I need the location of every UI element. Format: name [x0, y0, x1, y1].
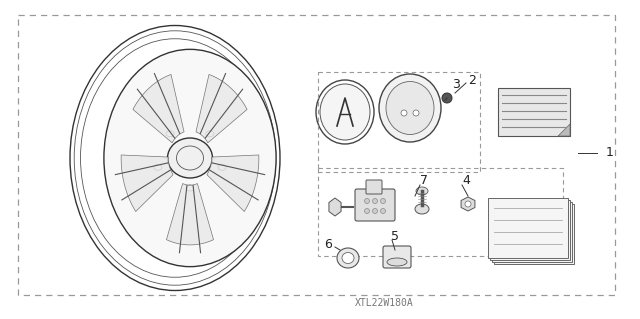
Ellipse shape — [166, 131, 174, 137]
Circle shape — [372, 209, 378, 213]
Bar — [318, 168, 563, 256]
Circle shape — [365, 198, 369, 204]
Ellipse shape — [218, 164, 226, 170]
Circle shape — [365, 209, 369, 213]
Ellipse shape — [386, 81, 434, 135]
Ellipse shape — [342, 253, 354, 263]
FancyBboxPatch shape — [383, 246, 411, 268]
Bar — [18, 15, 615, 295]
Circle shape — [381, 209, 385, 213]
Bar — [488, 198, 568, 258]
Polygon shape — [196, 74, 247, 143]
Polygon shape — [121, 155, 173, 211]
Ellipse shape — [154, 164, 162, 170]
Bar — [490, 200, 570, 260]
Text: 5: 5 — [391, 231, 399, 243]
Circle shape — [372, 198, 378, 204]
Ellipse shape — [320, 84, 370, 140]
Text: 3: 3 — [452, 78, 460, 91]
Polygon shape — [207, 155, 259, 211]
Ellipse shape — [206, 131, 214, 137]
Text: 6: 6 — [324, 238, 332, 250]
Circle shape — [442, 93, 452, 103]
Ellipse shape — [379, 74, 441, 142]
Ellipse shape — [168, 138, 212, 178]
Ellipse shape — [416, 187, 428, 195]
Circle shape — [381, 198, 385, 204]
Text: 1: 1 — [606, 146, 614, 160]
Polygon shape — [133, 74, 184, 143]
Bar — [498, 88, 570, 136]
Text: 4: 4 — [462, 174, 470, 187]
Polygon shape — [329, 198, 341, 216]
Ellipse shape — [104, 49, 276, 267]
Circle shape — [401, 110, 407, 116]
Bar — [494, 204, 574, 264]
Ellipse shape — [387, 258, 407, 266]
Text: XTL22W180A: XTL22W180A — [355, 298, 413, 308]
Bar — [318, 72, 480, 172]
FancyBboxPatch shape — [366, 180, 382, 194]
Ellipse shape — [415, 204, 429, 214]
Circle shape — [465, 201, 471, 207]
Ellipse shape — [186, 185, 194, 191]
Polygon shape — [558, 124, 570, 136]
Text: 2: 2 — [468, 73, 476, 86]
Ellipse shape — [337, 248, 359, 268]
FancyBboxPatch shape — [355, 189, 395, 221]
Text: 7: 7 — [420, 174, 428, 187]
Polygon shape — [166, 183, 214, 245]
Polygon shape — [461, 197, 475, 211]
Bar — [492, 202, 572, 262]
Circle shape — [413, 110, 419, 116]
